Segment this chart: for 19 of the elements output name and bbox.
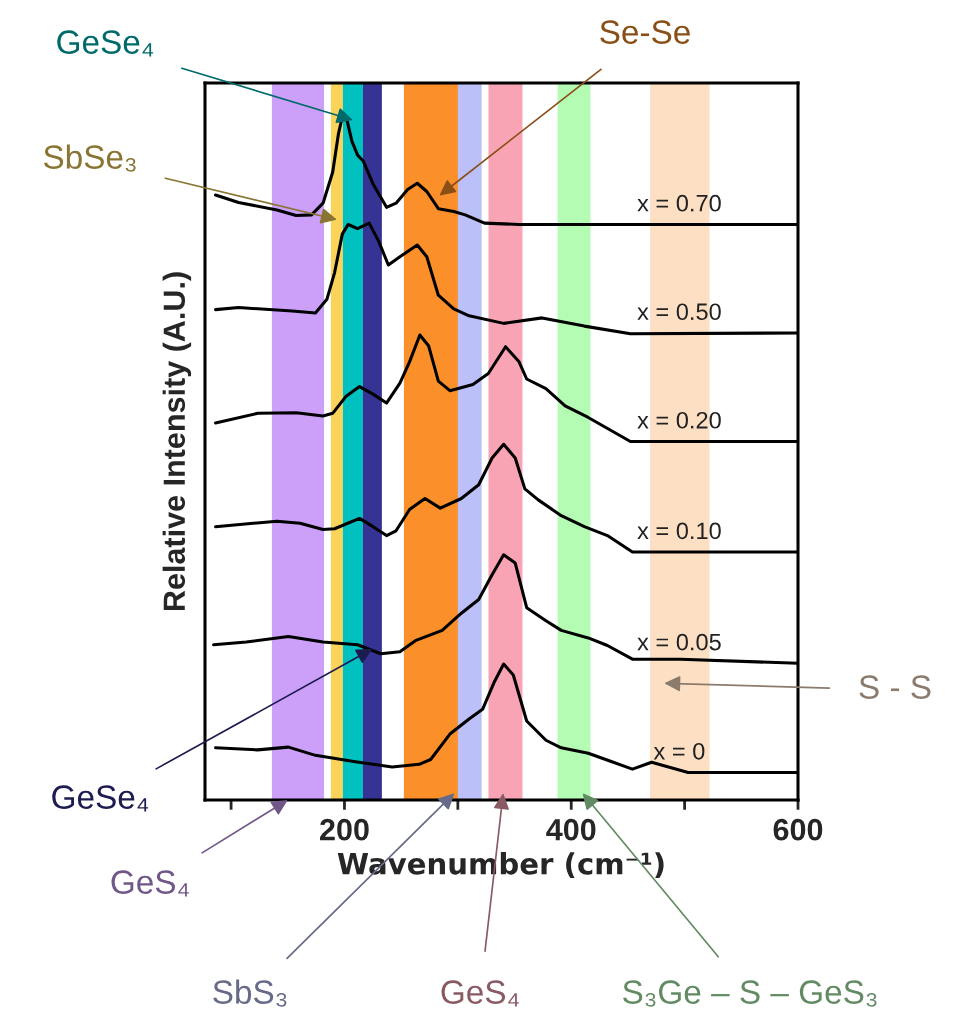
series-label: x = 0: [653, 742, 705, 760]
x-tick-label: 400: [546, 818, 596, 841]
band-label: Se-Se: [600, 20, 690, 44]
series-label: x = 0.10: [637, 522, 721, 540]
band-label: S - S: [859, 675, 931, 699]
x-tick-label: 200: [320, 818, 369, 841]
series-label: x = 0.50: [637, 303, 721, 321]
series-label: x = 0.05: [637, 633, 721, 651]
series-label: x = 0.70: [637, 194, 721, 212]
band-label: GeS₄: [111, 870, 189, 897]
band-label: SbS₃: [213, 979, 287, 1007]
band-label: GeSe₄: [57, 30, 154, 57]
x-tick-label: 600: [773, 818, 823, 841]
band-label: GeS₄: [441, 980, 519, 1007]
band-label: GeSe₄: [52, 785, 149, 812]
band-label: S₃Ge – S – GeS₃: [623, 980, 877, 1007]
band-label: SbSe₃: [43, 144, 136, 172]
series-label: x = 0.20: [637, 411, 721, 429]
y-axis-title: Relative Intensity (A.U.): [162, 272, 192, 611]
